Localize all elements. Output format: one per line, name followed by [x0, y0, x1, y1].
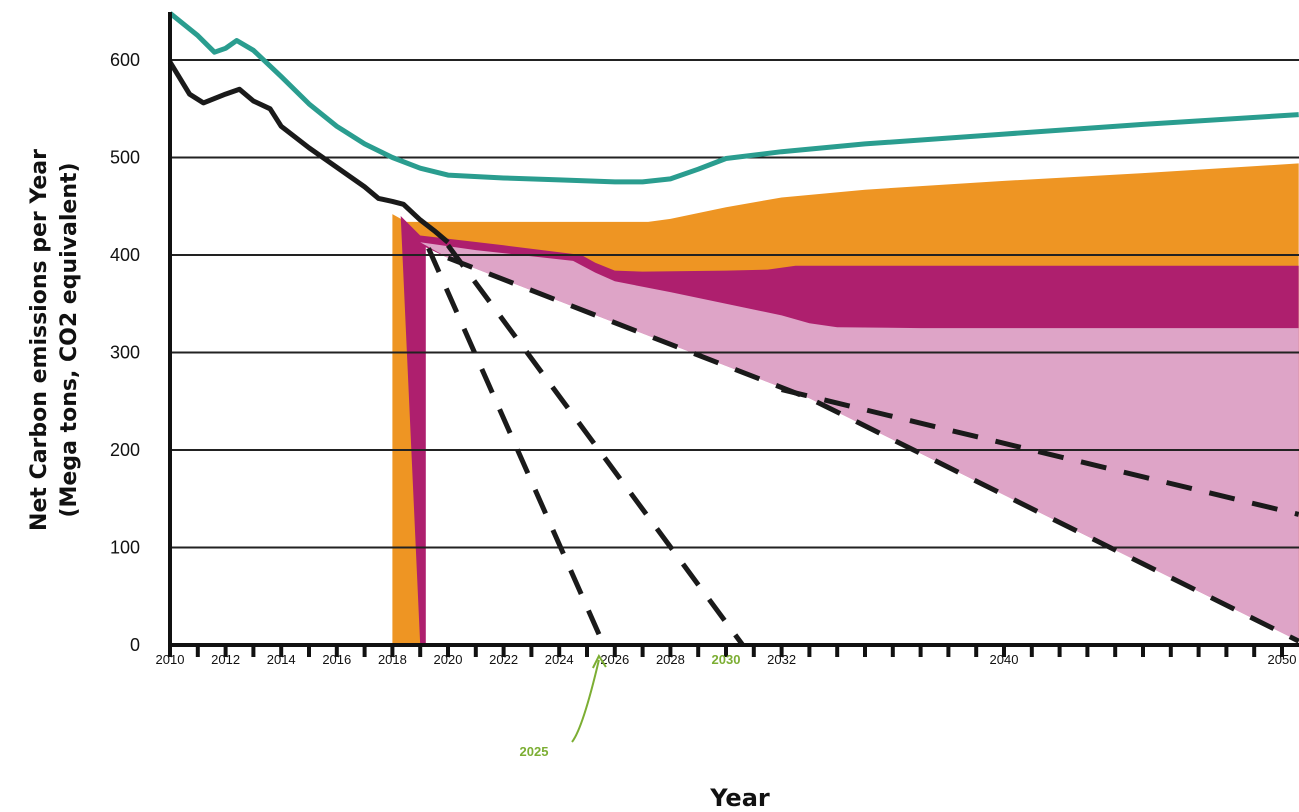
annotation-arrow-line — [571, 659, 600, 743]
x-tick-2014: 2014 — [267, 652, 296, 667]
y-axis-title-line2: (Mega tons, CO2 equivalent) — [57, 162, 82, 517]
x-tick-2032: 2032 — [767, 652, 796, 667]
axes — [168, 12, 1299, 647]
y-axis-title-line1: Net Carbon emissions per Year — [27, 149, 52, 531]
series-teal-line — [168, 11, 1299, 185]
area-pink — [420, 242, 1299, 642]
x-tick-2022: 2022 — [489, 652, 518, 667]
series-dashed-to-2025 — [426, 247, 606, 647]
y-tick-100: 100 — [110, 538, 140, 558]
x-tick-2030: 2030 — [712, 652, 741, 667]
line-series — [167, 11, 1299, 647]
y-tick-600: 600 — [110, 50, 140, 70]
x-tick-2050: 2050 — [1268, 652, 1297, 667]
y-tick-300: 300 — [110, 343, 140, 363]
series-dashed-to-2030 — [445, 243, 745, 647]
x-tick-2026: 2026 — [600, 652, 629, 667]
x-tick-2028: 2028 — [656, 652, 685, 667]
x-tick-2012: 2012 — [211, 652, 240, 667]
annotation-arrow-head — [592, 653, 607, 669]
y-tick-500: 500 — [110, 148, 140, 168]
x-tick-labels: 2010 2012 2014 2016 2018 2020 2022 2024 2026 2028… — [156, 645, 1297, 667]
area-series — [170, 59, 1299, 665]
x-tick-2024: 2024 — [545, 652, 574, 667]
series-black-line — [167, 60, 450, 245]
x-tick-2010: 2010 — [156, 652, 185, 667]
x-tick-2020: 2020 — [434, 652, 463, 667]
series-dashed-to-2050-shallow — [781, 387, 1299, 517]
y-tick-0: 0 — [130, 635, 140, 655]
y-tick-400: 400 — [110, 245, 140, 265]
x-tick-2016: 2016 — [322, 652, 351, 667]
annotation-label-2025: 2025 — [520, 744, 549, 759]
y-tick-200: 200 — [110, 440, 140, 460]
y-tick-labels: 0 100 200 300 400 500 600 — [110, 50, 140, 655]
x-axis-title: Year — [709, 784, 770, 812]
series-dashed-to-2050-steep — [447, 255, 1299, 644]
x-tick-2018: 2018 — [378, 652, 407, 667]
x-tick-2040: 2040 — [990, 652, 1019, 667]
annotations: 2025 — [520, 653, 607, 759]
